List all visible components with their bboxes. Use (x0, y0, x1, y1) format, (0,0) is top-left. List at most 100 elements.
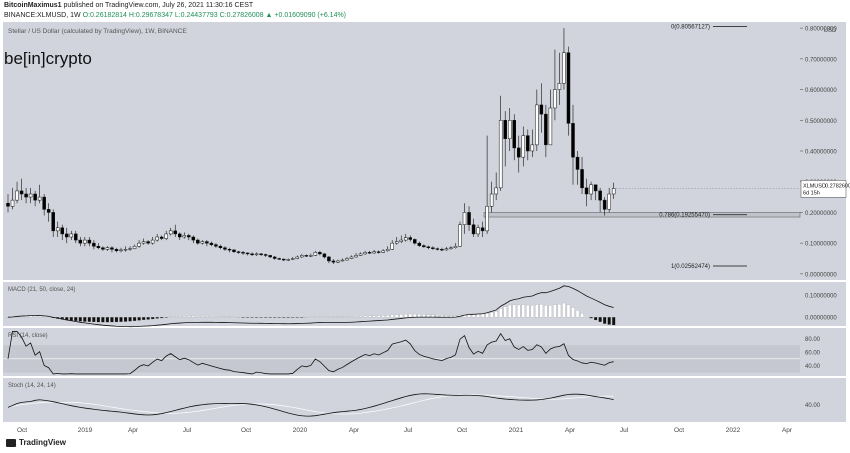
candle (65, 233, 69, 238)
footer-brand-label: TradingView (19, 438, 66, 447)
macd-histogram-bar (69, 317, 73, 321)
candle (498, 120, 503, 189)
candle (372, 251, 376, 254)
chart-title: Stellar / US Dollar (calculated by Tradi… (8, 28, 187, 35)
candle (494, 187, 498, 195)
candle (453, 245, 458, 248)
x-tick-label: Jul (404, 427, 413, 434)
macd-histogram-bar (517, 304, 521, 318)
macd-histogram-bar (575, 310, 580, 318)
macd-y-tick: 0.10000000 (805, 294, 837, 300)
macd-histogram-bar (196, 316, 200, 318)
candle (33, 193, 37, 201)
candle (598, 190, 602, 201)
macd-histogram-bar (155, 317, 159, 319)
candle (37, 196, 42, 201)
candle (191, 236, 196, 241)
macd-histogram-bar (521, 304, 525, 318)
macd-histogram-bar (128, 317, 132, 322)
candle (123, 249, 128, 251)
macd-histogram-bar (508, 304, 512, 318)
stoch-title: Stoch (14, 24, 14) (8, 383, 56, 389)
macd-histogram-bar (214, 316, 218, 318)
macd-histogram-bar (598, 317, 602, 322)
y-tick-label: 0.50000000 (805, 119, 837, 125)
price-scale-bg (800, 378, 846, 422)
publish-line: BitcoinMaximus1 published on TradingView… (4, 2, 253, 9)
macd-histogram-bar (205, 316, 209, 318)
candle (399, 239, 403, 242)
macd-histogram-bar (78, 317, 82, 322)
x-tick-label: 2022 (726, 427, 741, 434)
macd-histogram-bar (553, 304, 557, 318)
stoch-y-tick: 40.00 (805, 403, 821, 409)
macd-histogram-bar (132, 317, 137, 321)
candle (114, 249, 119, 252)
candle (489, 193, 494, 207)
candle (236, 251, 241, 253)
price-scale-bg (800, 328, 846, 376)
candle (132, 245, 137, 249)
candle (503, 120, 507, 139)
candle (394, 241, 399, 244)
price-label-box (800, 180, 847, 198)
candle (291, 258, 295, 260)
x-tick-label: Jul (183, 427, 192, 434)
macd-histogram-bar (209, 316, 213, 318)
candle (272, 256, 277, 259)
macd-histogram-bar (363, 315, 367, 318)
candle (218, 245, 223, 248)
candle (74, 233, 78, 241)
macd-histogram-bar (191, 315, 195, 318)
candle (227, 249, 232, 251)
macd-histogram-bar (607, 317, 611, 325)
macd-histogram-bar (390, 314, 394, 318)
macd-histogram-bar (42, 316, 46, 318)
candle (589, 184, 593, 195)
candle (105, 247, 110, 250)
candle (363, 252, 367, 255)
macd-histogram-bar (503, 306, 507, 318)
price-scale-bg (800, 282, 846, 326)
ohlc-line: BINANCE:XLMUSD, 1W O:0.26182814 H:0.2967… (4, 12, 346, 19)
candle (83, 239, 87, 244)
macd-histogram-bar (151, 317, 155, 320)
candle (562, 52, 566, 84)
candle (376, 251, 381, 253)
candle (548, 107, 553, 146)
candle (535, 104, 539, 146)
candle (141, 241, 146, 244)
macd-histogram-bar (349, 316, 354, 318)
macd-histogram-bar (557, 304, 562, 318)
candle (530, 144, 535, 152)
candle (277, 258, 281, 260)
candle (245, 252, 250, 255)
candle (593, 184, 598, 192)
candle (507, 120, 512, 139)
panel-bg (3, 378, 800, 422)
candle (6, 202, 10, 207)
candle (178, 233, 182, 238)
macd-histogram-bar (566, 304, 571, 318)
fib-level-label: 0.786(0.19255470) (659, 213, 710, 219)
x-tick-label: 2021 (509, 427, 524, 434)
macd-histogram-bar (413, 313, 417, 318)
candle (358, 253, 363, 256)
logo-text: be[in]crypto (4, 49, 92, 68)
stoch-d-line (7, 394, 614, 415)
price-label-value: 0.27826008 (825, 183, 850, 189)
candle (69, 233, 74, 238)
chart-area[interactable]: 0.000000000.100000000.200000000.30000000… (0, 22, 850, 434)
macd-histogram-bar (87, 317, 91, 322)
x-tick-label: Apr (782, 427, 793, 434)
macd-histogram-bar (74, 317, 78, 322)
unit-label: USD (824, 28, 837, 34)
price-scale-bg (800, 22, 846, 280)
candle (557, 83, 562, 90)
macd-histogram-bar (137, 317, 141, 321)
y-tick-label: 0.10000000 (805, 242, 837, 248)
macd-histogram-bar (101, 317, 105, 323)
candle (173, 230, 177, 235)
candle (485, 206, 489, 232)
support-zone (483, 212, 801, 218)
